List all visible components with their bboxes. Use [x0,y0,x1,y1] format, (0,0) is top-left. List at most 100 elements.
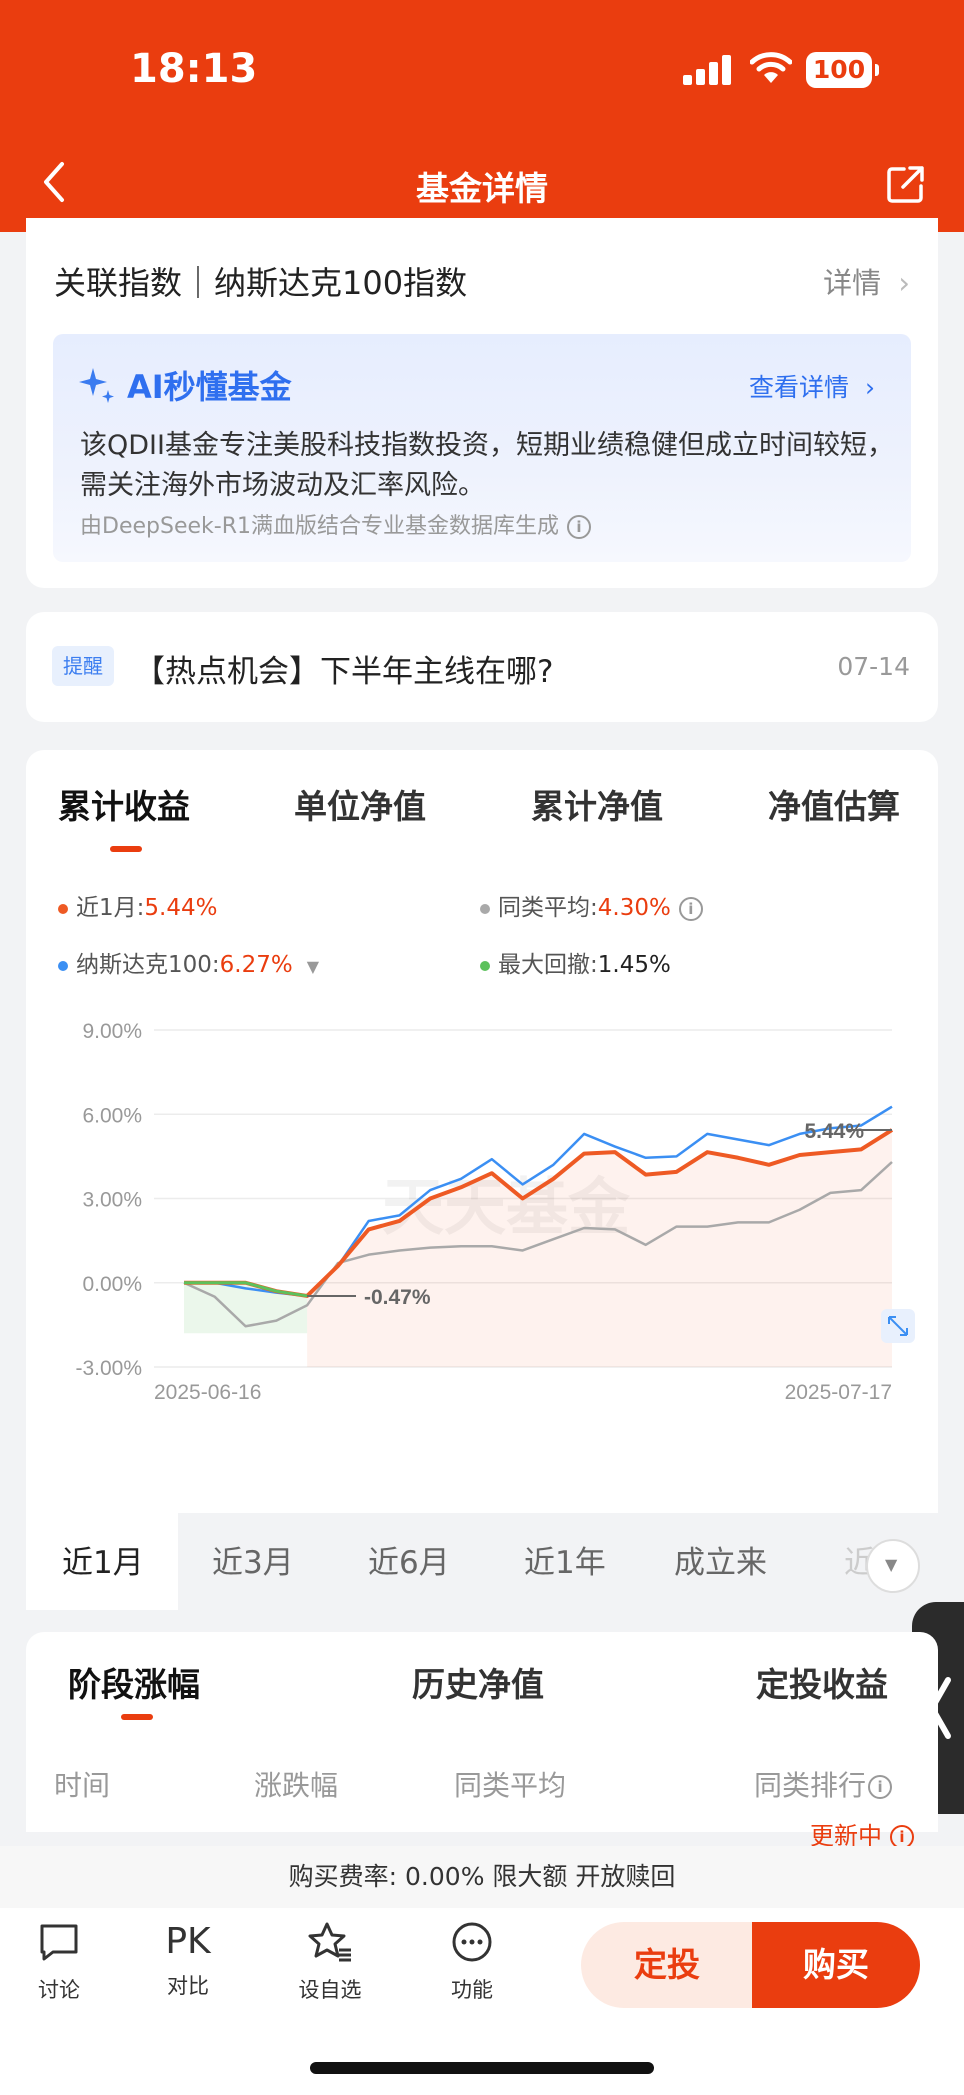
tab-cumulative-return[interactable]: 累计收益 [58,787,190,826]
range-6m[interactable]: 近6月 [368,1545,450,1581]
tip-text: 【热点机会】下半年主线在哪? [134,654,554,690]
range-1y[interactable]: 近1年 [524,1545,606,1581]
legend-fund: 近1月:5.44% [58,888,217,922]
legend-peer-label: 同类平均: [498,895,598,921]
fee-info: 购买费率: 0.00% 限大额 开放赎回 [0,1846,964,1908]
updating-status: 更新中 i [810,1816,914,1851]
range-dropdown-button[interactable]: ▼ [866,1539,920,1593]
caret-down-icon: ▼ [306,957,320,976]
related-index-detail-link[interactable]: 详情 › [823,260,910,302]
pk-icon: PK [165,1921,211,1962]
tab-unit-nav[interactable]: 单位净值 [294,787,426,826]
return-line-chart[interactable]: 9.00% 6.00% 3.00% 0.00% -3.00% 天天基金 5.44% -0.47… [26,990,938,1510]
range-3m[interactable]: 近3月 [212,1545,294,1581]
ai-more-label: 查看详情 [749,373,850,402]
info-icon[interactable]: i [868,1775,893,1799]
peer-dot-icon [480,903,490,914]
range-1m[interactable]: 近1月 [62,1545,144,1581]
share-icon[interactable] [886,164,926,204]
legend-fund-value: 5.44% [144,895,218,921]
function-button[interactable]: 功能 [427,1920,517,2004]
legend-index-label: 纳斯达克100: [76,952,220,978]
y-tick-label: 6.00% [82,1104,142,1127]
updating-label: 更新中 [810,1822,882,1850]
expand-arrows [888,1316,908,1336]
caret-down-icon: ▼ [885,1555,898,1574]
compare-button[interactable]: PK 对比 [143,1920,233,2000]
tab-underline [121,1714,153,1720]
ai-summary-box: AI秒懂基金 查看详情 › 该QDII基金专注美股科技指数投资，短期业绩稳健但成… [53,334,911,562]
peer-line [183,1161,893,1328]
wifi-icon [750,52,792,83]
add-watchlist-button[interactable]: 设自选 [285,1920,375,2004]
y-tick-label: 3.00% [82,1189,142,1212]
ai-source-text: 由DeepSeek-R1满血版结合专业基金数据库生成 [80,514,559,539]
legend-index[interactable]: 纳斯达克100:6.27% ▼ [58,945,319,979]
range-active-bg [26,1513,178,1610]
chat-icon [40,1924,78,1961]
fund-summary-card: 关联指数｜纳斯达克100指数 详情 › AI秒懂基金 查看详情 › 该QDII基… [26,218,938,588]
chevron-right-icon: › [865,373,875,402]
tab-stage-return[interactable]: 阶段涨幅 [68,1665,200,1704]
ai-summary-text: 该QDII基金专注美股科技指数投资，短期业绩稳健但成立时间较短，需关注海外市场波… [80,430,894,501]
home-indicator[interactable] [310,2062,654,2074]
min-annotation: -0.47% [364,1286,431,1309]
buy-button[interactable]: 购买 [752,1922,920,2008]
chart-tabs: 累计收益 单位净值 累计净值 净值估算 [26,780,938,860]
col-time: 时间 [54,1769,111,1802]
legend-drawdown: 最大回撤:1.45% [480,945,671,979]
home-area [0,2020,964,2095]
tab-cumulative-nav[interactable]: 累计净值 [531,787,663,826]
bottom-action-bar: 讨论 PK 对比 设自选 功能 定投 购买 [0,1908,964,2020]
col-change: 涨跌幅 [254,1769,339,1802]
back-icon[interactable] [40,160,70,204]
tab-sip-return[interactable]: 定投收益 [756,1665,888,1704]
fund-dot-icon [58,903,68,914]
time-range-bar: 近1月 近3月 近6月 近1年 成立来 近 ▼ [26,1513,938,1610]
ai-title: AI秒懂基金 [127,368,292,406]
legend-index-value: 6.27% [219,952,293,978]
ai-source: 由DeepSeek-R1满血版结合专业基金数据库生成 i [80,508,591,540]
chart-watermark: 天天基金 [382,1171,631,1244]
col-peer-rank-label: 同类排行 [754,1769,867,1802]
signal-icon [683,55,731,85]
star-list-icon [308,1922,351,1962]
ai-more-link[interactable]: 查看详情 › [749,368,875,404]
tab-underline [110,846,142,852]
legend-drawdown-label: 最大回撤: [498,952,598,978]
tab-nav-estimate[interactable]: 净值估算 [768,787,900,826]
tip-card[interactable]: 提醒 【热点机会】下半年主线在哪? 07-14 [26,612,938,722]
detail-label: 详情 [823,266,882,300]
col-peer-avg: 同类平均 [454,1769,567,1802]
drawdown-dot-icon [480,960,490,971]
battery-indicator: 100 [806,52,879,88]
y-tick-label: -3.00% [75,1357,142,1380]
y-tick-label: 0.00% [82,1273,142,1296]
discuss-button[interactable]: 讨论 [14,1920,104,2004]
tip-badge: 提醒 [52,646,114,686]
sip-button[interactable]: 定投 [581,1922,753,2008]
x-start-label: 2025-06-16 [154,1381,261,1404]
function-label: 功能 [451,1978,493,2002]
drawdown-line [184,1281,308,1298]
header-bar: 18:13 100 基金详情 [0,0,964,232]
info-icon[interactable]: i [566,515,591,539]
legend-peer: 同类平均:4.30% i [480,888,703,922]
x-end-label: 2025-07-17 [785,1381,892,1404]
fund-area [307,1129,892,1367]
legend-drawdown-value: 1.45% [597,952,671,978]
info-icon[interactable]: i [678,896,703,921]
status-time: 18:13 [130,46,258,92]
discuss-label: 讨论 [38,1978,80,2002]
col-peer-rank: 同类排行 i [754,1764,893,1804]
page-title: 基金详情 [416,169,548,208]
related-index-label: 关联指数｜纳斯达克100指数 [54,264,468,302]
more-icon [452,1922,492,1962]
max-annotation: 5.44% [804,1120,864,1143]
chevron-right-icon: › [898,266,910,300]
performance-chart-card: 累计收益 单位净值 累计净值 净值估算 近1月:5.44% 同类平均:4.30%… [26,750,938,1610]
tab-history-nav[interactable]: 历史净值 [412,1665,544,1704]
range-since-inception[interactable]: 成立来 [674,1545,767,1581]
sparkle-icon [79,368,114,403]
legend-fund-label: 近1月: [76,895,145,921]
